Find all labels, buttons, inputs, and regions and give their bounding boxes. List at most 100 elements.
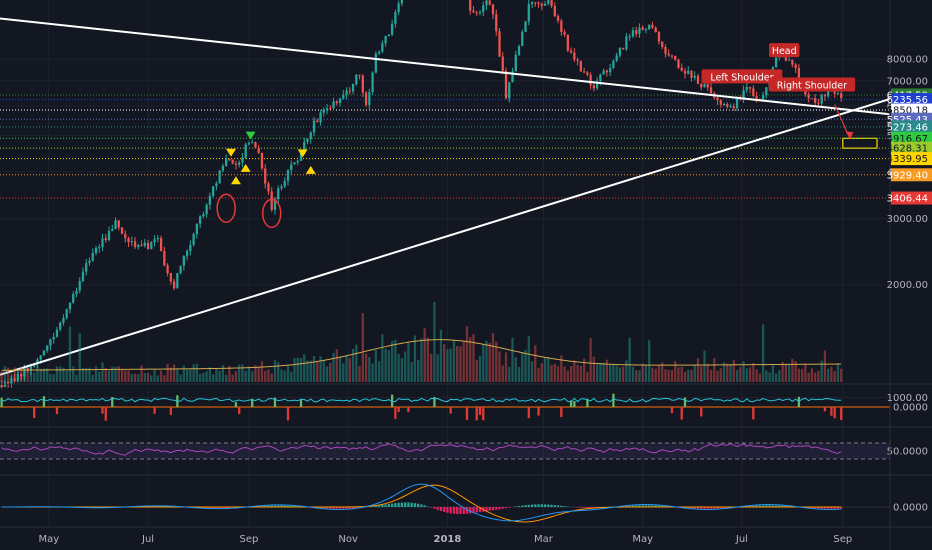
candle-body[interactable] <box>358 74 361 76</box>
candle-body[interactable] <box>550 0 553 6</box>
candle-body[interactable] <box>29 366 33 371</box>
candle-body[interactable] <box>797 67 801 81</box>
candle-body[interactable] <box>26 368 29 371</box>
candle-body[interactable] <box>579 60 582 72</box>
candle-body[interactable] <box>576 59 579 61</box>
candle-body[interactable] <box>381 43 384 52</box>
candle-body[interactable] <box>495 14 498 32</box>
candle-body[interactable] <box>814 98 817 103</box>
candle-body[interactable] <box>787 59 791 61</box>
candle-body[interactable] <box>732 106 735 109</box>
candle-body[interactable] <box>137 244 140 248</box>
candle-body[interactable] <box>16 374 20 381</box>
candle-body[interactable] <box>104 238 107 241</box>
candle-body[interactable] <box>706 84 709 88</box>
candle-body[interactable] <box>400 0 404 4</box>
trendline-ascending[interactable] <box>0 98 891 376</box>
candle-body[interactable] <box>241 157 244 163</box>
candle-body[interactable] <box>176 273 179 289</box>
candle-body[interactable] <box>384 36 387 44</box>
candle-body[interactable] <box>299 150 303 161</box>
candle-body[interactable] <box>172 281 176 289</box>
candle-body[interactable] <box>59 322 62 330</box>
candle-body[interactable] <box>316 120 319 123</box>
trendlines[interactable] <box>0 16 891 376</box>
candle-body[interactable] <box>94 247 98 254</box>
candle-body[interactable] <box>293 162 296 165</box>
candle-body[interactable] <box>120 227 124 234</box>
candle-body[interactable] <box>286 170 290 181</box>
candle-body[interactable] <box>761 95 765 100</box>
candle-body[interactable] <box>296 160 299 163</box>
candle-body[interactable] <box>625 36 628 50</box>
candle-body[interactable] <box>641 27 644 30</box>
candle-body[interactable] <box>726 103 729 107</box>
candle-body[interactable] <box>833 91 836 94</box>
candle-body[interactable] <box>283 180 286 187</box>
candle-body[interactable] <box>677 59 680 68</box>
candle-body[interactable] <box>482 5 485 12</box>
candle-body[interactable] <box>485 0 488 6</box>
candle-body[interactable] <box>540 3 543 6</box>
candle-body[interactable] <box>674 55 677 60</box>
candle-body[interactable] <box>312 120 316 133</box>
candle-body[interactable] <box>556 16 560 21</box>
candle-body[interactable] <box>599 74 602 82</box>
candle-body[interactable] <box>257 147 260 153</box>
candle-body[interactable] <box>508 82 511 99</box>
candle-body[interactable] <box>228 159 231 161</box>
candle-body[interactable] <box>387 34 391 37</box>
candle-body[interactable] <box>280 186 283 189</box>
candle-body[interactable] <box>355 74 358 84</box>
candle-body[interactable] <box>615 55 618 61</box>
candle-body[interactable] <box>595 81 599 89</box>
candle-body[interactable] <box>517 46 521 55</box>
candle-body[interactable] <box>573 52 576 60</box>
candle-body[interactable] <box>52 336 55 340</box>
candle-body[interactable] <box>755 96 758 99</box>
candle-body[interactable] <box>46 345 49 351</box>
candle-body[interactable] <box>569 50 573 53</box>
candle-body[interactable] <box>146 242 150 250</box>
candle-body[interactable] <box>648 24 651 30</box>
candle-body[interactable] <box>117 220 120 228</box>
candle-body[interactable] <box>638 27 641 34</box>
candle-body[interactable] <box>143 242 146 246</box>
candle-body[interactable] <box>664 46 667 54</box>
candle-body[interactable] <box>491 4 495 15</box>
candle-body[interactable] <box>661 41 664 47</box>
candle-body[interactable] <box>651 24 654 28</box>
candle-body[interactable] <box>397 3 400 13</box>
candle-body[interactable] <box>277 188 280 200</box>
candle-body[interactable] <box>153 239 156 243</box>
candle-body[interactable] <box>202 214 205 217</box>
candle-body[interactable] <box>631 30 635 37</box>
candle-body[interactable] <box>635 30 638 34</box>
candle-body[interactable] <box>195 223 199 234</box>
candle-body[interactable] <box>351 83 355 92</box>
candle-body[interactable] <box>817 102 820 104</box>
candle-body[interactable] <box>10 378 13 385</box>
candle-body[interactable] <box>208 195 212 205</box>
candle-body[interactable] <box>752 88 755 97</box>
candle-body[interactable] <box>267 183 270 192</box>
candle-body[interactable] <box>472 10 475 13</box>
candle-body[interactable] <box>501 56 504 71</box>
candle-body[interactable] <box>68 302 72 310</box>
candle-body[interactable] <box>667 53 670 56</box>
candle-body[interactable] <box>251 142 254 144</box>
candle-body[interactable] <box>234 163 238 165</box>
candle-body[interactable] <box>748 86 752 89</box>
candle-body[interactable] <box>696 75 700 84</box>
candle-body[interactable] <box>198 216 202 224</box>
candle-body[interactable] <box>306 138 309 142</box>
candle-body[interactable] <box>88 260 91 264</box>
candle-body[interactable] <box>722 103 726 105</box>
candle-body[interactable] <box>823 94 827 97</box>
candle-body[interactable] <box>560 20 563 33</box>
candle-body[interactable] <box>192 233 195 245</box>
candle-body[interactable] <box>745 86 748 91</box>
candle-body[interactable] <box>98 247 101 249</box>
candle-body[interactable] <box>394 12 397 24</box>
candle-body[interactable] <box>820 94 823 104</box>
